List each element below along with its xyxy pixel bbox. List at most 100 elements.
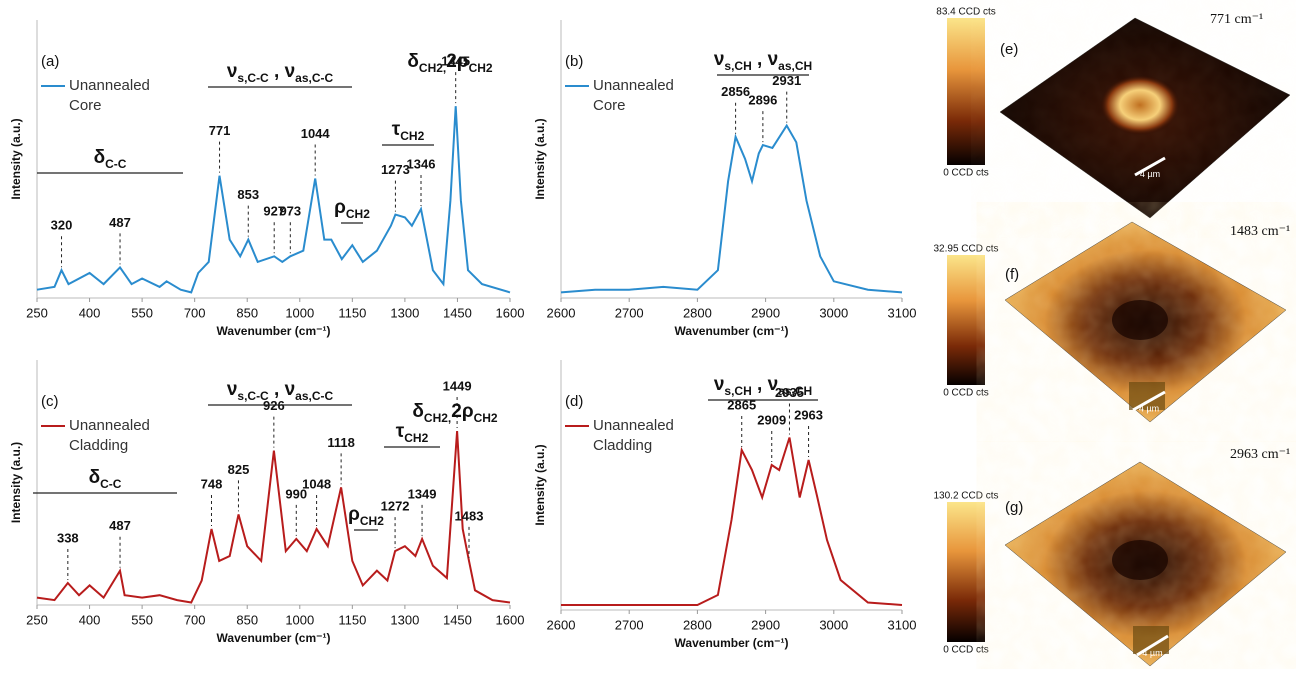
peak-label: 2963 (794, 407, 823, 422)
x-axis-label: Wavenumber (cm⁻¹) (675, 324, 789, 338)
assignment-part: 2ρ (446, 51, 469, 72)
x-axis-label: Wavenumber (cm⁻¹) (217, 324, 331, 338)
panel-label: (c) (41, 393, 59, 410)
assignment-part: ν (714, 49, 725, 70)
x-tick-label: 1000 (285, 305, 314, 320)
band-assignment: ρCH2 (348, 504, 384, 528)
assignment-part: δ (407, 51, 419, 72)
assignment-part: as,C-C (295, 71, 333, 85)
colorbar-min: 0 CCD cts (943, 645, 989, 656)
assignment-part: s,C-C (237, 389, 269, 403)
x-tick-label: 3100 (888, 617, 917, 632)
x-tick-label: 3000 (819, 305, 848, 320)
x-tick-label: 2900 (751, 305, 780, 320)
x-tick-label: 550 (131, 305, 153, 320)
assignment-part: ν (285, 379, 296, 400)
band-assignment: δCH2,2ρCH2 (407, 51, 493, 75)
x-tick-label: 700 (184, 612, 206, 627)
peak-label: 1349 (408, 486, 437, 501)
panel-label: (f) (1005, 266, 1019, 283)
peak-label: 2909 (757, 412, 786, 427)
assignment-part: s,CH (724, 384, 751, 398)
colorbar-max: 83.4 CCD cts (936, 7, 995, 18)
spectrum-line (36, 431, 511, 604)
x-tick-label: 1450 (443, 305, 472, 320)
assignment-part: δ (94, 147, 106, 168)
x-tick-label: 550 (131, 612, 153, 627)
peak-label: 771 (209, 123, 231, 138)
peak-label: 1449 (443, 378, 472, 393)
surface-peak (1100, 75, 1180, 135)
legend-box: Unannealed Core (593, 77, 674, 114)
panel-label: (d) (565, 393, 583, 410)
assignment-part: CH2 (360, 514, 384, 528)
assignment-part: , (752, 374, 768, 395)
x-tick-label: 700 (184, 305, 206, 320)
x-tick-label: 400 (79, 305, 101, 320)
peak-label: 338 (57, 530, 79, 545)
peak-label: 2865 (727, 397, 756, 412)
peak-label: 990 (285, 486, 307, 501)
band-assignment: νs,CH , νas,CH (714, 49, 812, 73)
x-tick-label: 3000 (819, 617, 848, 632)
assignment-part: s,CH (724, 59, 751, 73)
band-assignment: τCH2 (392, 119, 425, 143)
band-label: 1483 cm⁻¹ (1230, 224, 1290, 239)
peak-label: 853 (237, 187, 259, 202)
scale-label: 4 µm (1139, 403, 1159, 413)
assignment-part: ρ (348, 504, 360, 525)
x-tick-label: 850 (236, 305, 258, 320)
assignment-part: ν (227, 379, 238, 400)
panel-label: (e) (1000, 41, 1018, 58)
peak-label: 2935 (775, 385, 804, 400)
assignment-part: CH2, (419, 61, 446, 75)
x-axis-label: Wavenumber (cm⁻¹) (675, 636, 789, 650)
assignment-part: δ (89, 467, 101, 488)
peak-label: 1273 (381, 162, 410, 177)
assignment-part: C-C (100, 477, 122, 491)
x-tick-label: 400 (79, 612, 101, 627)
assignment-part: , (269, 61, 285, 82)
assignment-part: δ (412, 401, 424, 422)
assignment-part: CH2 (346, 207, 370, 221)
peak-label: 1346 (407, 156, 436, 171)
assignment-part: ν (768, 374, 779, 395)
legend-box: Unannealed Core (69, 77, 150, 114)
legend-label: Unannealed Core (593, 77, 674, 114)
assignment-part: as,C-C (295, 389, 333, 403)
band-assignment: δCH2,2ρCH2 (412, 401, 498, 425)
peak-label: 825 (228, 462, 250, 477)
peak-label: 973 (279, 204, 301, 219)
surface-hole (1112, 300, 1168, 340)
band-assignment: νs,C-C , νas,C-C (227, 379, 334, 403)
assignment-part: ν (285, 61, 296, 82)
band-assignment: τCH2 (396, 421, 429, 445)
y-axis-label: Intensity (a.u.) (9, 118, 23, 199)
colorbar (947, 502, 985, 642)
colorbar-max: 32.95 CCD cts (933, 244, 998, 255)
x-tick-label: 1450 (443, 612, 472, 627)
assignment-part: ν (768, 49, 779, 70)
peak-label: 1272 (381, 499, 410, 514)
assignment-part: τ (392, 119, 401, 140)
band-assignment: δC-C (94, 147, 127, 171)
legend-label: Unannealed Core (69, 77, 150, 114)
panel-label: (g) (1005, 499, 1023, 516)
assignment-part: , (752, 49, 768, 70)
peak-label: 1483 (455, 508, 484, 523)
legend-label: Unannealed Cladding (593, 417, 674, 454)
x-tick-label: 1600 (496, 612, 525, 627)
y-axis-label: Intensity (a.u.) (533, 118, 547, 199)
y-axis-label: Intensity (a.u.) (9, 442, 23, 523)
scale-label: 4 µm (1142, 648, 1162, 658)
panel-label: (b) (565, 53, 583, 70)
peak-label: 487 (109, 215, 131, 230)
x-tick-label: 2700 (615, 305, 644, 320)
peak-label: 927 (263, 204, 285, 219)
panel-label: (a) (41, 53, 59, 70)
assignment-part: CH2 (404, 431, 428, 445)
peak-label: 1048 (302, 476, 331, 491)
surface-hole (1112, 540, 1168, 580)
x-tick-label: 1150 (338, 305, 366, 320)
